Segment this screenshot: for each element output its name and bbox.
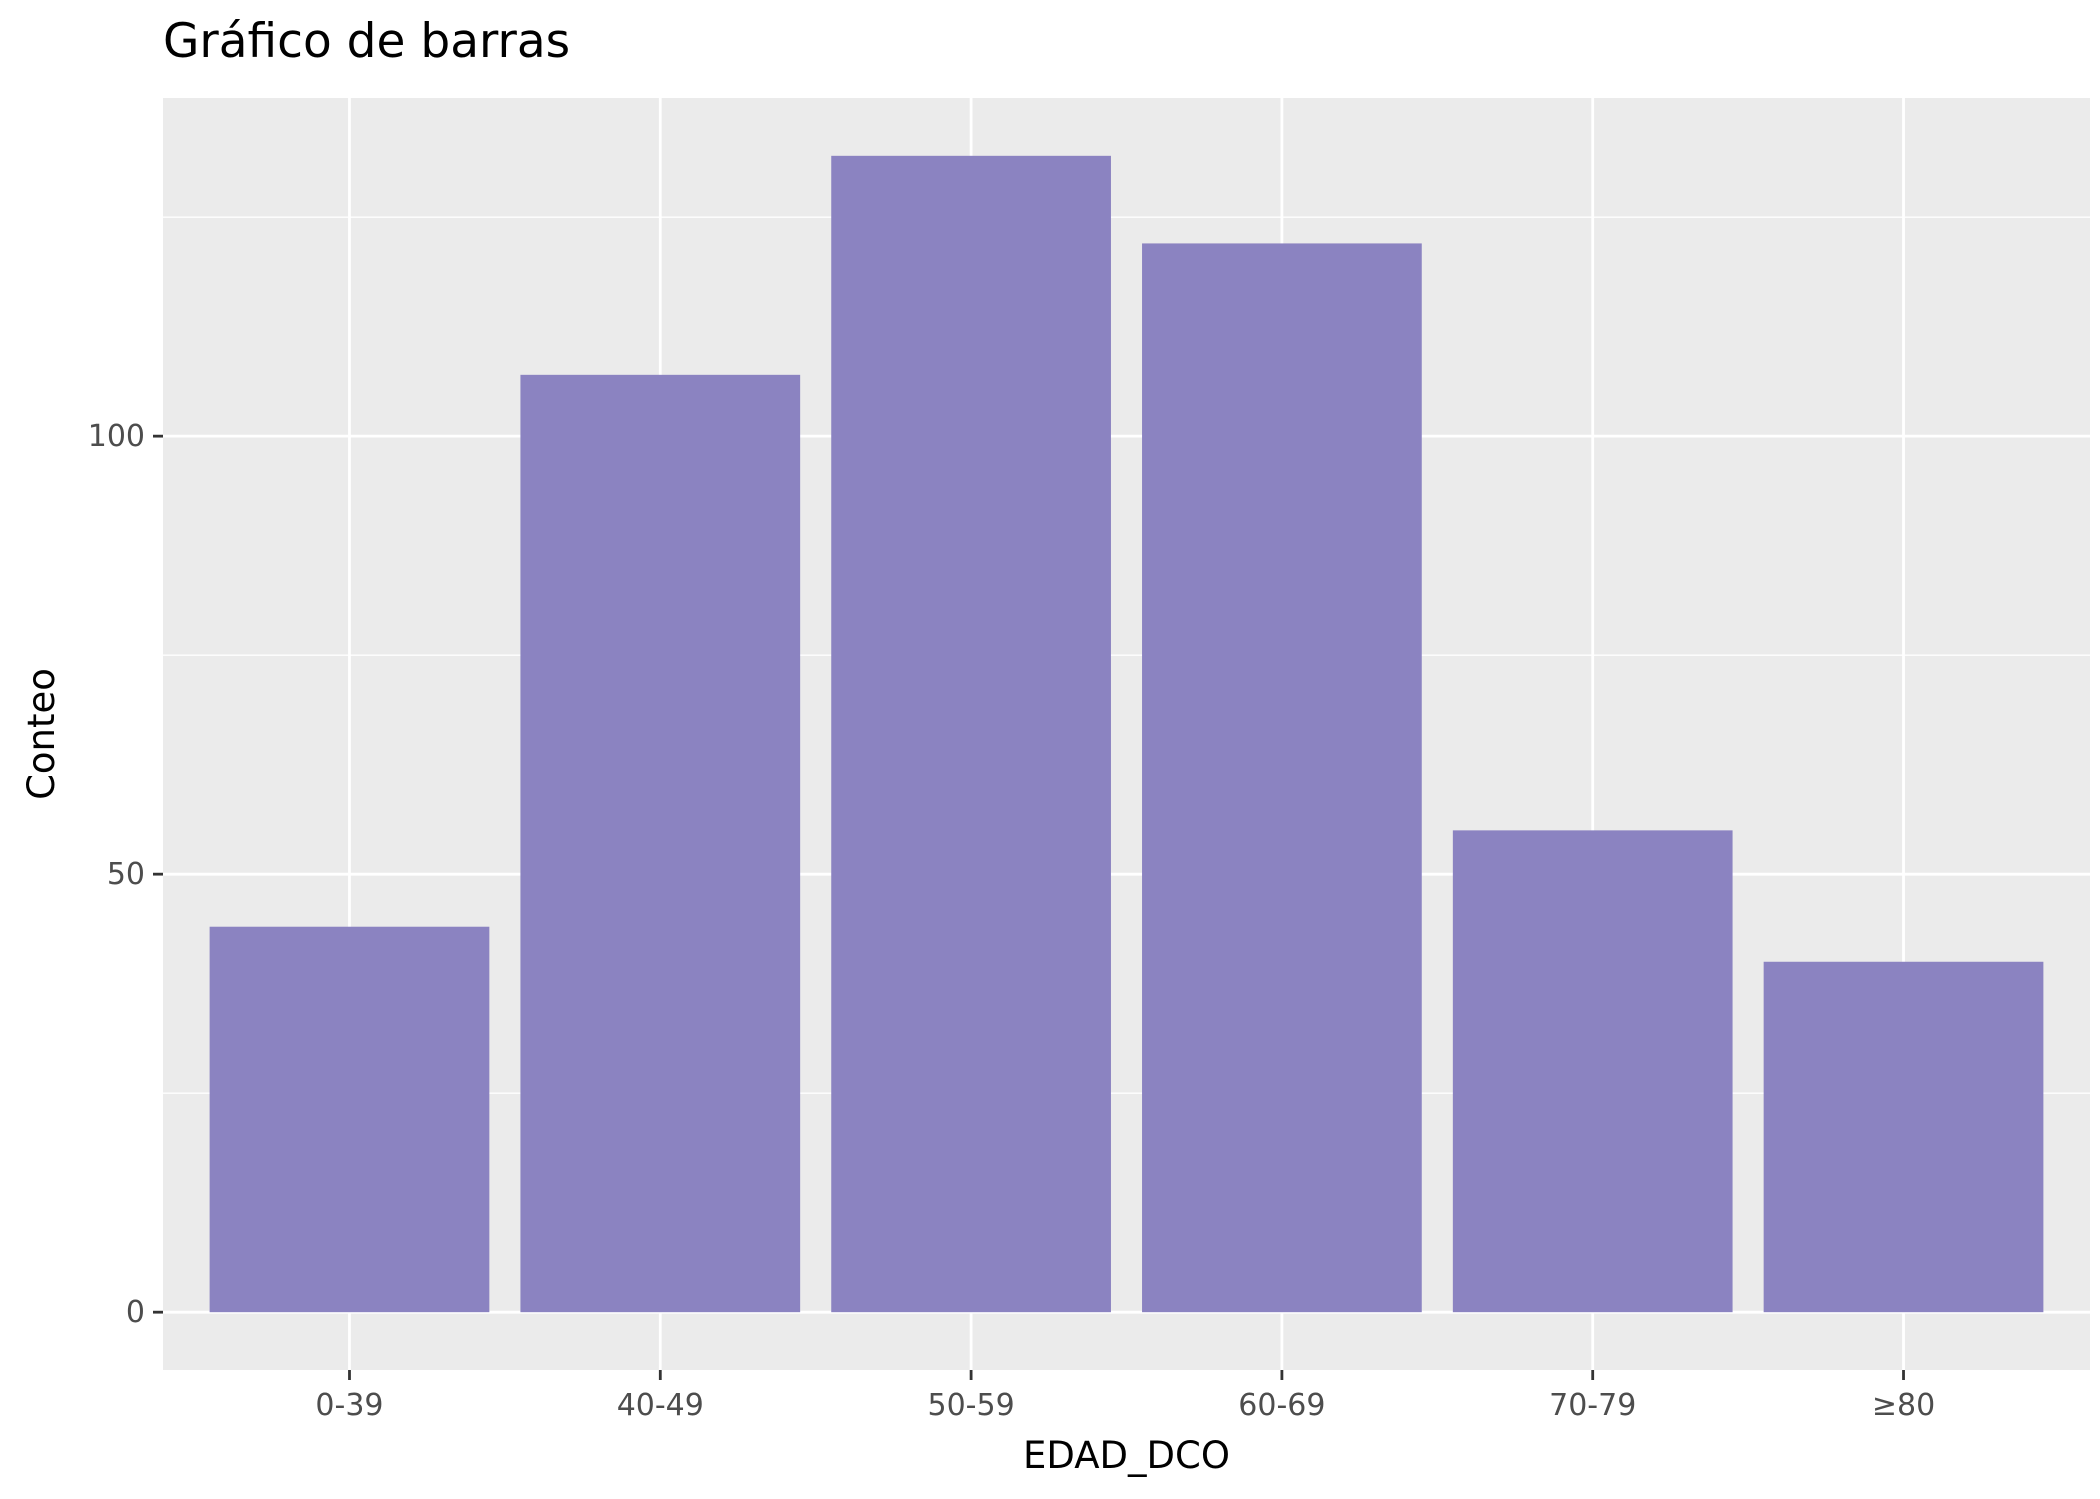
bar-40-49 bbox=[520, 374, 801, 1313]
y-tick-label: 0 bbox=[126, 1295, 145, 1330]
x-tick-label: ≥80 bbox=[1872, 1388, 1935, 1423]
x-tick-label: 70-79 bbox=[1549, 1388, 1636, 1423]
x-axis: 0-39 40-49 50-59 60-69 70-79 ≥80 bbox=[315, 1370, 1935, 1423]
y-tick-label: 100 bbox=[88, 419, 145, 454]
x-axis-title: EDAD_DCO bbox=[1023, 1434, 1230, 1477]
chart-title: Gráfico de barras bbox=[163, 14, 571, 69]
y-axis: 0 50 100 bbox=[88, 419, 163, 1330]
bar-60-69 bbox=[1142, 243, 1422, 1313]
bar-0-39 bbox=[209, 926, 490, 1313]
x-tick-label: 50-59 bbox=[928, 1388, 1015, 1423]
bar-50-59 bbox=[831, 155, 1111, 1313]
bars bbox=[209, 155, 2044, 1313]
y-tick-label: 50 bbox=[107, 857, 145, 892]
bar-≥80 bbox=[1763, 961, 2044, 1313]
x-tick-label: 40-49 bbox=[617, 1388, 704, 1423]
x-tick-label: 0-39 bbox=[315, 1388, 383, 1423]
bar-70-79 bbox=[1452, 830, 1733, 1313]
x-tick-label: 60-69 bbox=[1238, 1388, 1325, 1423]
y-axis-title: Conteo bbox=[20, 668, 63, 800]
